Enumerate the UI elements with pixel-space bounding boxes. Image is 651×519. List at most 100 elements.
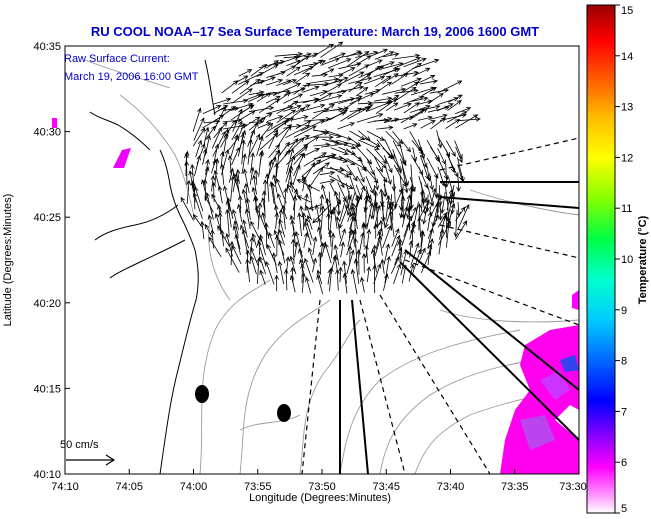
current-vector xyxy=(211,126,223,149)
current-vector xyxy=(387,204,393,231)
current-vector xyxy=(256,64,279,77)
current-vector xyxy=(418,175,428,203)
bathy-contour xyxy=(199,279,271,475)
current-vector xyxy=(364,137,381,148)
current-vector xyxy=(320,41,344,58)
current-vector xyxy=(322,138,341,145)
current-vector xyxy=(230,134,239,157)
bathy-contour xyxy=(239,299,331,475)
colorbar-tick-label: 6 xyxy=(621,457,627,469)
sst-patch xyxy=(52,118,57,128)
current-vector xyxy=(241,153,247,174)
current-vector xyxy=(327,79,344,85)
current-vector xyxy=(408,240,414,258)
current-vector xyxy=(300,119,325,132)
current-vector xyxy=(285,124,311,139)
current-vector xyxy=(339,97,362,113)
current-vector xyxy=(373,118,390,123)
current-vector xyxy=(400,109,425,124)
current-vector xyxy=(305,205,312,221)
current-vector xyxy=(265,78,284,86)
current-vector xyxy=(232,108,243,132)
current-vector xyxy=(420,250,432,274)
current-vector xyxy=(304,193,309,211)
current-vector xyxy=(301,272,306,293)
current-vector xyxy=(303,221,312,246)
x-tick-label: 73:35 xyxy=(501,481,529,493)
current-vector xyxy=(365,175,374,195)
current-vector xyxy=(306,214,313,230)
current-vector xyxy=(204,223,213,238)
current-vector xyxy=(286,183,295,201)
current-vector xyxy=(455,206,466,222)
current-vector xyxy=(265,260,275,285)
current-vector xyxy=(427,214,439,240)
current-vector xyxy=(210,229,215,249)
current-vector xyxy=(188,169,194,192)
current-vector xyxy=(427,93,444,104)
current-vector xyxy=(445,118,461,129)
dashed-line xyxy=(404,259,580,326)
current-vector xyxy=(231,244,242,265)
current-vector xyxy=(317,226,323,246)
current-vector xyxy=(401,222,411,246)
current-vector xyxy=(317,251,323,275)
current-vector xyxy=(446,111,468,123)
y-tick-label: 40:35 xyxy=(33,41,61,53)
current-vector xyxy=(265,120,288,139)
current-vector xyxy=(324,243,332,264)
current-vector xyxy=(334,190,340,214)
current-vector xyxy=(349,92,375,105)
current-vector xyxy=(436,130,443,149)
current-vector xyxy=(204,135,211,156)
current-vector xyxy=(258,151,264,177)
current-vector xyxy=(290,238,296,264)
current-vector xyxy=(231,208,239,230)
colorbar-tick-label: 7 xyxy=(621,406,627,418)
current-vector xyxy=(274,162,279,184)
current-vector xyxy=(192,192,203,219)
current-vector xyxy=(317,217,323,240)
current-vector xyxy=(219,163,225,185)
current-vector xyxy=(281,204,286,230)
current-vector xyxy=(289,274,296,293)
current-vector xyxy=(346,192,356,216)
current-vector xyxy=(410,104,431,113)
current-vector xyxy=(364,75,386,85)
current-vector xyxy=(236,203,243,222)
current-vector xyxy=(312,257,317,273)
current-vector xyxy=(255,204,267,231)
y-tick-label: 40:20 xyxy=(33,298,61,310)
current-vector xyxy=(277,141,290,158)
current-vector xyxy=(302,97,319,104)
current-vector xyxy=(329,109,349,121)
current-vector xyxy=(325,197,331,220)
current-vector xyxy=(194,186,204,212)
current-vector xyxy=(304,131,329,140)
current-vector xyxy=(456,173,461,193)
current-vector xyxy=(257,240,267,267)
current-vector xyxy=(338,266,343,283)
current-vector xyxy=(217,225,230,247)
current-vector xyxy=(348,64,370,77)
current-vector xyxy=(295,120,312,129)
current-vector xyxy=(241,139,246,165)
current-vector xyxy=(332,206,338,229)
current-vector xyxy=(455,146,463,164)
sst-patch xyxy=(572,290,579,310)
current-vector xyxy=(445,140,456,158)
current-vector xyxy=(391,228,400,247)
current-vector xyxy=(447,94,463,103)
current-vector xyxy=(296,195,311,203)
colorbar-ticks: 15 14 13 12 11 10 9 8 7 6 5 xyxy=(615,4,633,515)
current-vector xyxy=(191,182,197,210)
current-vector xyxy=(227,154,233,176)
current-vector xyxy=(401,165,409,194)
current-vector xyxy=(346,148,363,162)
current-vector xyxy=(340,107,362,122)
current-vector xyxy=(427,227,434,249)
current-vector xyxy=(231,120,243,141)
scale-label: 50 cm/s xyxy=(60,439,99,451)
current-vector xyxy=(310,166,324,187)
